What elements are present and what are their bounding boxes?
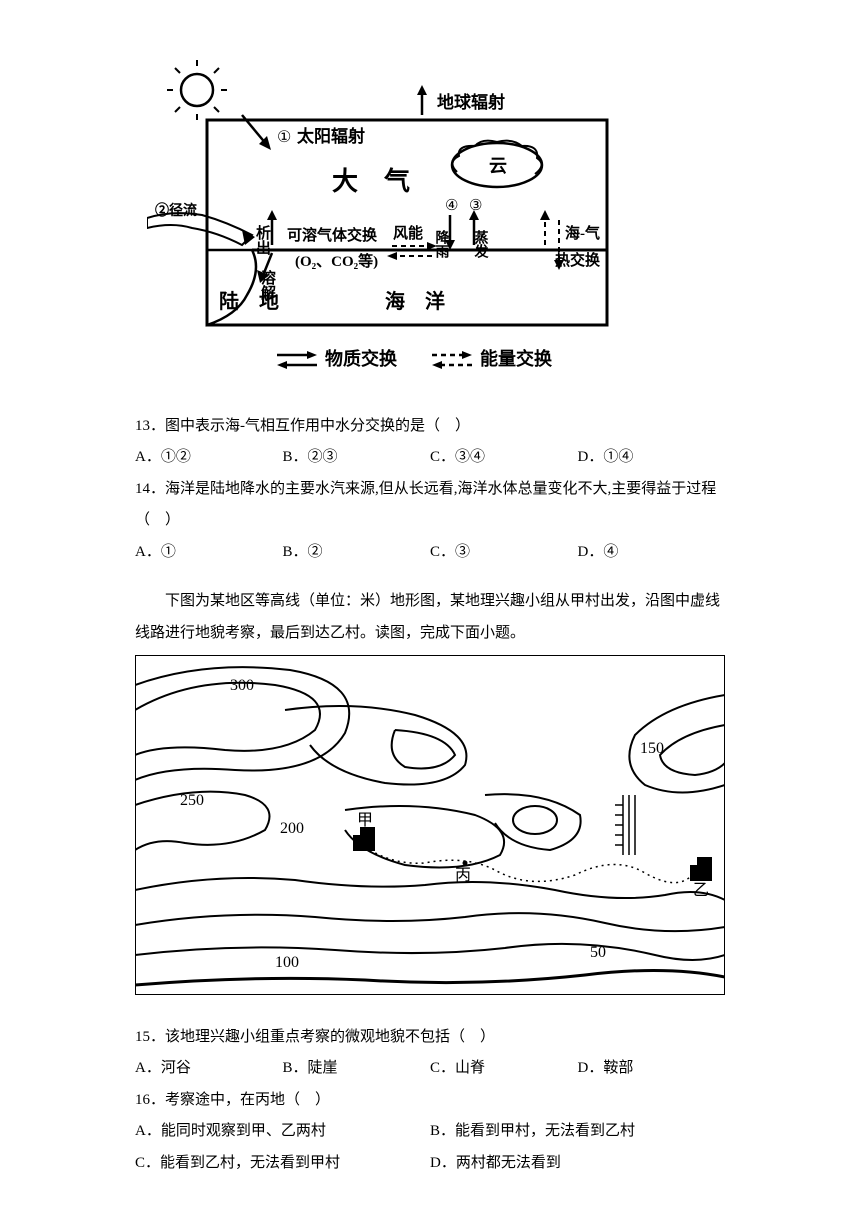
q14-stem: 14．海洋是陆地降水的主要水汽来源,但从长远看,海洋水体总量变化不大,主要得益于… bbox=[135, 474, 725, 537]
svg-text:云: 云 bbox=[489, 156, 507, 176]
q15-opt-d: D．鞍部 bbox=[578, 1053, 726, 1085]
sea-air-svg: 地球辐射 ① 太阳辐射 大 气 云 ②径流 析出 溶解 可溶气体交换 (O₂、C… bbox=[147, 60, 617, 380]
q15-opt-b: B．陡崖 bbox=[283, 1053, 431, 1085]
q14-opt-d: D．④ bbox=[578, 537, 726, 569]
svg-text:能量交换: 能量交换 bbox=[480, 348, 553, 369]
q15-opt-a: A．河谷 bbox=[135, 1053, 283, 1085]
svg-text:150: 150 bbox=[640, 740, 664, 757]
svg-text:甲: 甲 bbox=[357, 812, 373, 829]
q16-opt-d: D．两村都无法看到 bbox=[430, 1148, 725, 1180]
svg-text:地球辐射: 地球辐射 bbox=[437, 92, 505, 112]
svg-text:海-气: 海-气 bbox=[565, 224, 600, 242]
svg-text:丙: 丙 bbox=[455, 867, 471, 884]
svg-text:①: ① bbox=[277, 129, 291, 146]
svg-text:③: ③ bbox=[469, 198, 482, 214]
svg-text:可溶气体交换: 可溶气体交换 bbox=[287, 226, 378, 244]
svg-text:乙: 乙 bbox=[693, 882, 709, 899]
q16-stem: 16．考察途中，在丙地（ ） bbox=[135, 1085, 725, 1117]
q15-options: A．河谷 B．陡崖 C．山脊 D．鞍部 bbox=[135, 1053, 725, 1085]
q13-stem: 13．图中表示海-气相互作用中水分交换的是（ ） bbox=[135, 411, 725, 443]
svg-text:200: 200 bbox=[280, 820, 304, 837]
q13-opt-b: B．②③ bbox=[283, 442, 431, 474]
svg-text:(O₂、CO₂等): (O₂、CO₂等) bbox=[295, 252, 378, 270]
q15-opt-c: C．山脊 bbox=[430, 1053, 578, 1085]
svg-text:250: 250 bbox=[180, 792, 204, 809]
sea-air-diagram: 地球辐射 ① 太阳辐射 大 气 云 ②径流 析出 溶解 可溶气体交换 (O₂、C… bbox=[147, 60, 617, 393]
q16-options-1: A．能同时观察到甲、乙两村 B．能看到甲村，无法看到乙村 bbox=[135, 1116, 725, 1148]
svg-text:大 气: 大 气 bbox=[332, 166, 410, 196]
svg-text:50: 50 bbox=[590, 944, 606, 961]
q13-opt-a: A．①② bbox=[135, 442, 283, 474]
q14-opt-b: B．② bbox=[283, 537, 431, 569]
q13-options: A．①② B．②③ C．③④ D．①④ bbox=[135, 442, 725, 474]
svg-text:②径流: ②径流 bbox=[155, 202, 197, 219]
svg-text:陆 地: 陆 地 bbox=[219, 289, 279, 313]
q13-opt-c: C．③④ bbox=[430, 442, 578, 474]
q16-opt-c: C．能看到乙村，无法看到甲村 bbox=[135, 1148, 430, 1180]
svg-text:物质交换: 物质交换 bbox=[325, 348, 398, 369]
q14-opt-c: C．③ bbox=[430, 537, 578, 569]
q14-options: A．① B．② C．③ D．④ bbox=[135, 537, 725, 569]
q13-opt-d: D．①④ bbox=[578, 442, 726, 474]
q16-opt-b: B．能看到甲村，无法看到乙村 bbox=[430, 1116, 725, 1148]
svg-text:蒸发: 蒸发 bbox=[473, 229, 490, 259]
q15-stem: 15．该地理兴趣小组重点考察的微观地貌不包括（ ） bbox=[135, 1022, 725, 1054]
svg-text:④: ④ bbox=[445, 198, 458, 214]
svg-text:析出: 析出 bbox=[254, 224, 271, 256]
svg-text:100: 100 bbox=[275, 954, 299, 971]
topo-map: 300 250 150 bbox=[135, 655, 725, 1008]
intro2-text: 下图为某地区等高线（单位：米）地形图，某地理兴趣小组从甲村出发，沿图中虚线线路进… bbox=[135, 586, 725, 649]
svg-text:降雨: 降雨 bbox=[434, 229, 450, 259]
svg-text:热交换: 热交换 bbox=[555, 251, 601, 269]
q14-opt-a: A．① bbox=[135, 537, 283, 569]
topo-svg: 300 250 150 bbox=[135, 655, 725, 995]
q16-options-2: C．能看到乙村，无法看到甲村 D．两村都无法看到 bbox=[135, 1148, 725, 1180]
svg-text:300: 300 bbox=[230, 677, 254, 694]
svg-text:太阳辐射: 太阳辐射 bbox=[297, 126, 365, 146]
svg-text:风能: 风能 bbox=[393, 224, 423, 242]
svg-text:海 洋: 海 洋 bbox=[385, 289, 445, 313]
q16-opt-a: A．能同时观察到甲、乙两村 bbox=[135, 1116, 430, 1148]
